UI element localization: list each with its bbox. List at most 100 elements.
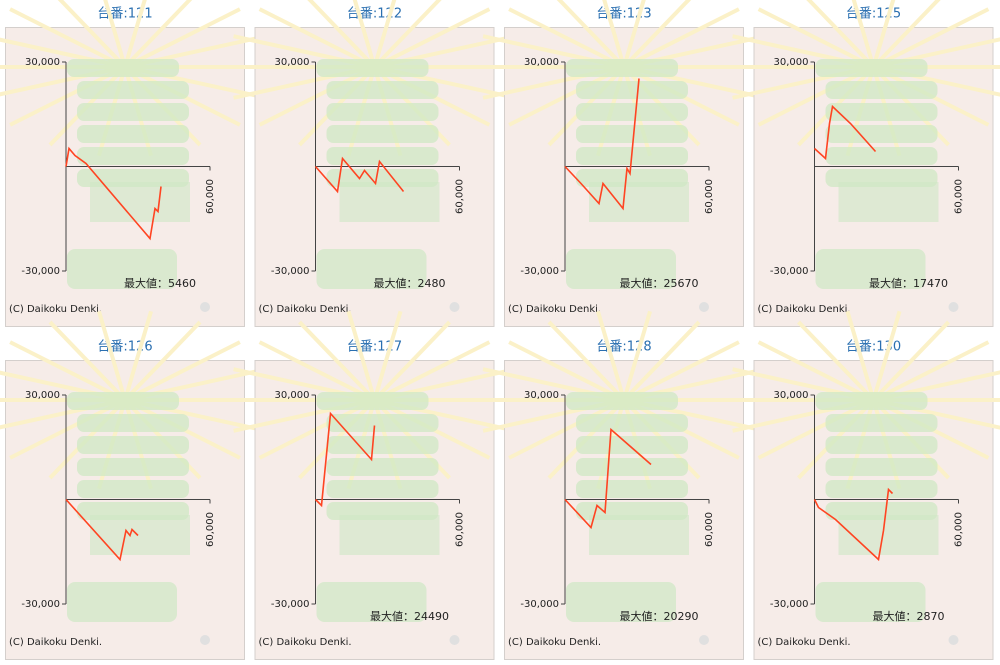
credit: (C) Daikoku Denki. [9, 304, 102, 315]
decor-block [326, 103, 439, 121]
decor-ray [298, 320, 376, 402]
decor-block [589, 515, 689, 555]
y-tick-label: 30,000 [524, 390, 559, 401]
y-tick-label: -30,000 [271, 266, 310, 277]
decor-ray [797, 320, 875, 402]
decor-dot [200, 302, 210, 312]
credit: (C) Daikoku Denki. [508, 637, 601, 648]
credit: (C) Daikoku Denki. [758, 304, 851, 315]
decor-ray [373, 320, 451, 402]
decor-block [90, 515, 190, 555]
decor-block [326, 480, 439, 498]
decor-ray [872, 7, 990, 69]
decor-tray [566, 249, 676, 289]
decor-block [339, 515, 440, 555]
decor-ray [57, 0, 127, 69]
decor-block [825, 125, 938, 143]
decor-block [825, 414, 938, 432]
x-tick-label: 60,000 [455, 512, 466, 547]
decor-tray [815, 249, 926, 289]
credit: (C) Daikoku Denki. [508, 304, 601, 315]
decor-ray [258, 7, 376, 69]
decor-ray [623, 340, 740, 402]
decor-block [825, 81, 938, 99]
chart-panel: 30,000 -30,000 60,000 最大値：2870 (C) Daikoku D… [723, 310, 1000, 660]
decor-tray [815, 582, 926, 622]
decor-ray [373, 0, 442, 69]
decor-ray [9, 340, 126, 402]
y-tick-label: -30,000 [21, 599, 60, 610]
decor-ray [258, 340, 376, 402]
decor-block [838, 515, 939, 555]
data-line [314, 156, 405, 194]
decor-ray [103, 0, 127, 68]
y-tick-label: 30,000 [774, 390, 809, 401]
decor-block [825, 103, 938, 121]
x-tick-label: 60,000 [704, 512, 715, 547]
y-tick-label: 30,000 [774, 57, 809, 68]
decor-ray [373, 7, 491, 69]
max-value-label: 最大値：5460 [124, 276, 196, 290]
decor-block [566, 392, 678, 410]
decor-ray [508, 7, 625, 69]
decor-ray [307, 0, 376, 69]
decor-block [326, 458, 439, 476]
y-tick-label: -30,000 [520, 599, 559, 610]
max-value-label: 最大値：2480 [374, 276, 446, 290]
decor-block [316, 392, 429, 410]
decor-dot [699, 635, 709, 645]
decor-block [838, 182, 939, 222]
decor-dot [449, 302, 460, 312]
decor-block [316, 59, 429, 77]
chart-title: 台番:128 [596, 340, 651, 355]
chart-panel: 30,000 -30,000 60,000 最大値：17470 (C) Daikoku … [723, 0, 1000, 327]
decor-ray [872, 340, 990, 402]
decor-ray [123, 320, 202, 402]
decor-block [576, 480, 688, 498]
decor-block [77, 103, 189, 121]
decor-ray [124, 340, 241, 402]
decor-block [77, 125, 189, 143]
decor-block [67, 59, 179, 77]
decor-dot [699, 302, 709, 312]
decor-block [825, 458, 938, 476]
decor-block [576, 125, 688, 143]
chart-panel: 30,000 -30,000 60,000 最大値：20290 (C) Daikoku … [474, 310, 774, 660]
decor-block [77, 458, 189, 476]
decor-block [90, 182, 190, 222]
decor-ray [622, 320, 701, 402]
chart-title: 台番:127 [347, 340, 402, 355]
decor-ray [602, 0, 626, 68]
decor-block [825, 147, 938, 165]
decor-block [339, 182, 440, 222]
chart-panel: 30,000 -30,000 60,000 最大値：2480 (C) Daikoku D… [224, 0, 525, 327]
decor-block [815, 392, 928, 410]
decor-tray [316, 582, 427, 622]
decor-block [326, 147, 439, 165]
credit: (C) Daikoku Denki. [259, 304, 352, 315]
decor-ray [871, 310, 902, 401]
decor-ray [372, 0, 397, 68]
decor-ray [757, 7, 875, 69]
x-tick-label: 60,000 [704, 179, 715, 214]
decor-block [825, 480, 938, 498]
decor-block [77, 414, 189, 432]
decor-ray [872, 0, 941, 69]
y-tick-label: -30,000 [21, 266, 60, 277]
chart-title: 台番:130 [846, 340, 901, 355]
data-line [65, 146, 162, 241]
y-tick-label: 30,000 [25, 390, 60, 401]
decor-block [326, 436, 439, 454]
decor-block [576, 81, 688, 99]
x-tick-label: 60,000 [205, 512, 216, 547]
decor-ray [757, 340, 875, 402]
decor-block [566, 59, 678, 77]
max-value-label: 最大値：24490 [370, 609, 449, 623]
credit: (C) Daikoku Denki. [259, 637, 352, 648]
chart-panel: 30,000 -30,000 60,000 (C) Daikoku Denki. [0, 310, 275, 660]
decor-ray [48, 320, 127, 402]
chart-panel: 30,000 -30,000 60,000 最大値：24490 (C) Daikoku … [224, 310, 525, 660]
y-tick-label: -30,000 [520, 266, 559, 277]
decor-block [326, 125, 439, 143]
